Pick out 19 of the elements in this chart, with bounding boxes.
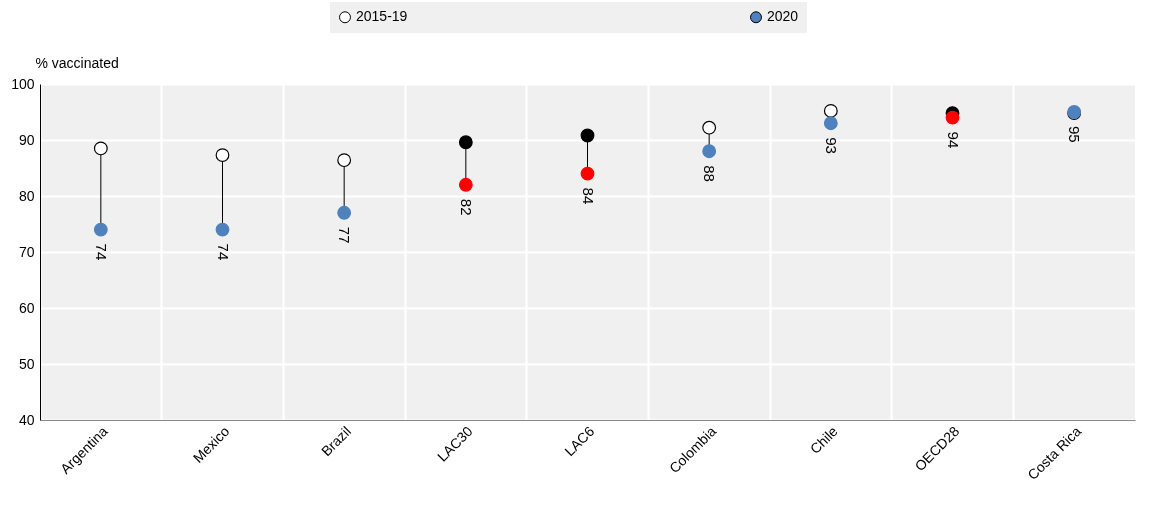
data-label: 94	[944, 131, 962, 149]
data-label: 82	[457, 198, 475, 216]
y-tick-label: 40	[18, 411, 35, 428]
y-tick-label: 100	[11, 75, 35, 92]
legend-label: 2015-19	[356, 8, 408, 25]
legend-label: 2020	[767, 8, 799, 25]
data-label: 84	[579, 187, 597, 205]
y-tick-label: 80	[18, 187, 35, 204]
y-tick-label: 70	[18, 243, 35, 260]
data-label: 77	[336, 226, 354, 244]
data-label: 74	[92, 243, 110, 261]
data-label: 74	[214, 243, 232, 261]
data-label: 93	[822, 137, 840, 154]
y-tick-label: 50	[18, 355, 35, 372]
y-axis-title: % vaccinated	[35, 54, 119, 71]
data-label: 88	[701, 165, 719, 182]
data-label: 95	[1066, 126, 1084, 143]
y-tick-label: 60	[18, 299, 35, 316]
y-tick-label: 90	[18, 131, 35, 148]
